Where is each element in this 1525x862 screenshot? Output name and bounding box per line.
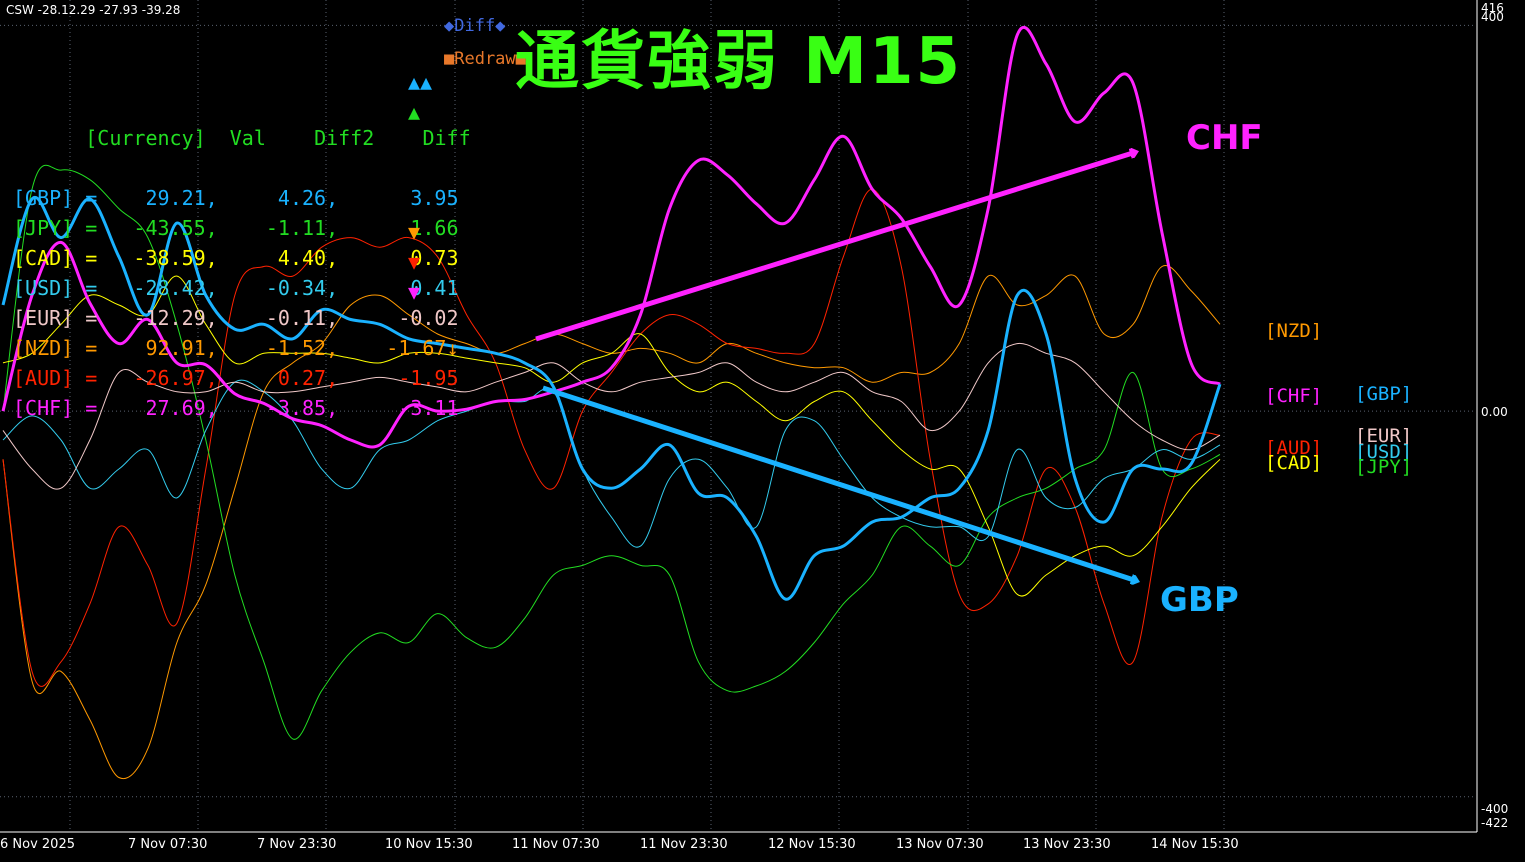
table-header-row: [Currency] Val Diff2 Diff bbox=[13, 93, 470, 150]
down-triangle-icon: ▼ bbox=[408, 280, 421, 304]
x-tick-label: 11 Nov 07:30 bbox=[512, 837, 600, 852]
x-tick-label: 13 Nov 23:30 bbox=[1023, 837, 1111, 852]
x-tick-label: 14 Nov 15:30 bbox=[1151, 837, 1239, 852]
label-eur: [EUR] bbox=[1355, 425, 1413, 447]
table-row: [EUR] = -12.29, -0.11, -0.02 bbox=[13, 306, 459, 330]
col-val: Val bbox=[229, 126, 266, 150]
grid bbox=[0, 0, 1478, 833]
label-gbp: [GBP] bbox=[1355, 383, 1413, 405]
gbp-annotation: GBP bbox=[1160, 580, 1239, 620]
up-triangle-icon: ▲ bbox=[408, 100, 421, 124]
label-jpy: [JPY] bbox=[1355, 456, 1413, 478]
chf-trend-arrow bbox=[535, 152, 1136, 342]
table-row: [USD] = -28.42, -0.34, 0.41 bbox=[13, 276, 459, 300]
label-nzd: [NZD] bbox=[1265, 320, 1323, 342]
label-chf: [CHF] bbox=[1265, 385, 1323, 407]
table-row: [JPY] = -43.55, -1.11, 1.66 bbox=[13, 216, 459, 240]
currency-table: [Currency] Val Diff2 Diff [GBP] = 29.21,… bbox=[13, 33, 471, 483]
series-line-jpy bbox=[2, 164, 1221, 740]
x-tick-label: 13 Nov 07:30 bbox=[896, 837, 984, 852]
table-rows: [GBP] = 29.21, 4.26, 3.95 [JPY] = -43.55,… bbox=[13, 183, 471, 423]
gbp-trend-arrow bbox=[542, 385, 1137, 581]
table-row: [AUD] = -26.97, 0.27, -1.95 bbox=[13, 366, 459, 390]
y-tick-max: 416 bbox=[1481, 1, 1504, 15]
x-tick-label: 10 Nov 15:30 bbox=[385, 837, 473, 852]
x-tick-label: 7 Nov 07:30 bbox=[128, 837, 208, 852]
y-tick-400: 400 bbox=[1481, 10, 1504, 24]
label-usd: [USD] bbox=[1355, 441, 1413, 463]
series-line-cad bbox=[2, 275, 1221, 597]
y-tick-zero: 0.00 bbox=[1481, 405, 1508, 419]
x-tick-label: 7 Nov 23:30 bbox=[257, 837, 337, 852]
series-line-aud bbox=[2, 188, 1221, 687]
series-lines bbox=[1, 25, 1222, 780]
y-tick-minus-400: -400 bbox=[1481, 802, 1509, 816]
series-line-chf bbox=[1, 25, 1221, 449]
y-tick-min: -422 bbox=[1481, 816, 1509, 830]
label-aud: [AUD] bbox=[1265, 437, 1323, 459]
table-row: [GBP] = 29.21, 4.26, 3.95 bbox=[13, 186, 459, 210]
table-row: [CHF] = 27.69, -3.85, -3.11 bbox=[13, 396, 459, 420]
col-diff2: Diff2 bbox=[314, 126, 375, 150]
x-tick-label: 6 Nov 2025 bbox=[0, 837, 75, 852]
up-triangle-icon: ▲▲ bbox=[408, 70, 433, 94]
series-line-gbp bbox=[1, 195, 1222, 601]
down-triangle-icon: ▼ bbox=[408, 250, 421, 274]
col-diff: Diff bbox=[422, 126, 471, 150]
label-cad: [CAD] bbox=[1265, 452, 1323, 474]
annotation-arrows bbox=[535, 152, 1137, 581]
down-triangle-icon: ▼ bbox=[408, 220, 421, 244]
table-row: [NZD] = 92.91, -1.52, -1.67↓ bbox=[13, 336, 459, 360]
col-currency: [Currency] bbox=[85, 126, 206, 150]
x-tick-label: 12 Nov 15:30 bbox=[768, 837, 856, 852]
x-tick-label: 11 Nov 23:30 bbox=[640, 837, 728, 852]
series-line-usd bbox=[2, 379, 1221, 548]
series-line-eur bbox=[2, 342, 1221, 490]
chart-title: 通貨強弱 M15 bbox=[515, 25, 963, 99]
chf-annotation: CHF bbox=[1186, 118, 1263, 158]
redraw-button[interactable]: ■Redraw■ bbox=[444, 49, 526, 69]
indicator-header: CSW -28.12.29 -27.93 -39.28 bbox=[6, 3, 181, 17]
diff-button[interactable]: ◆Diff◆ bbox=[444, 16, 506, 36]
table-row: [CAD] = -38.59, 4.40, 0.73 bbox=[13, 246, 459, 270]
